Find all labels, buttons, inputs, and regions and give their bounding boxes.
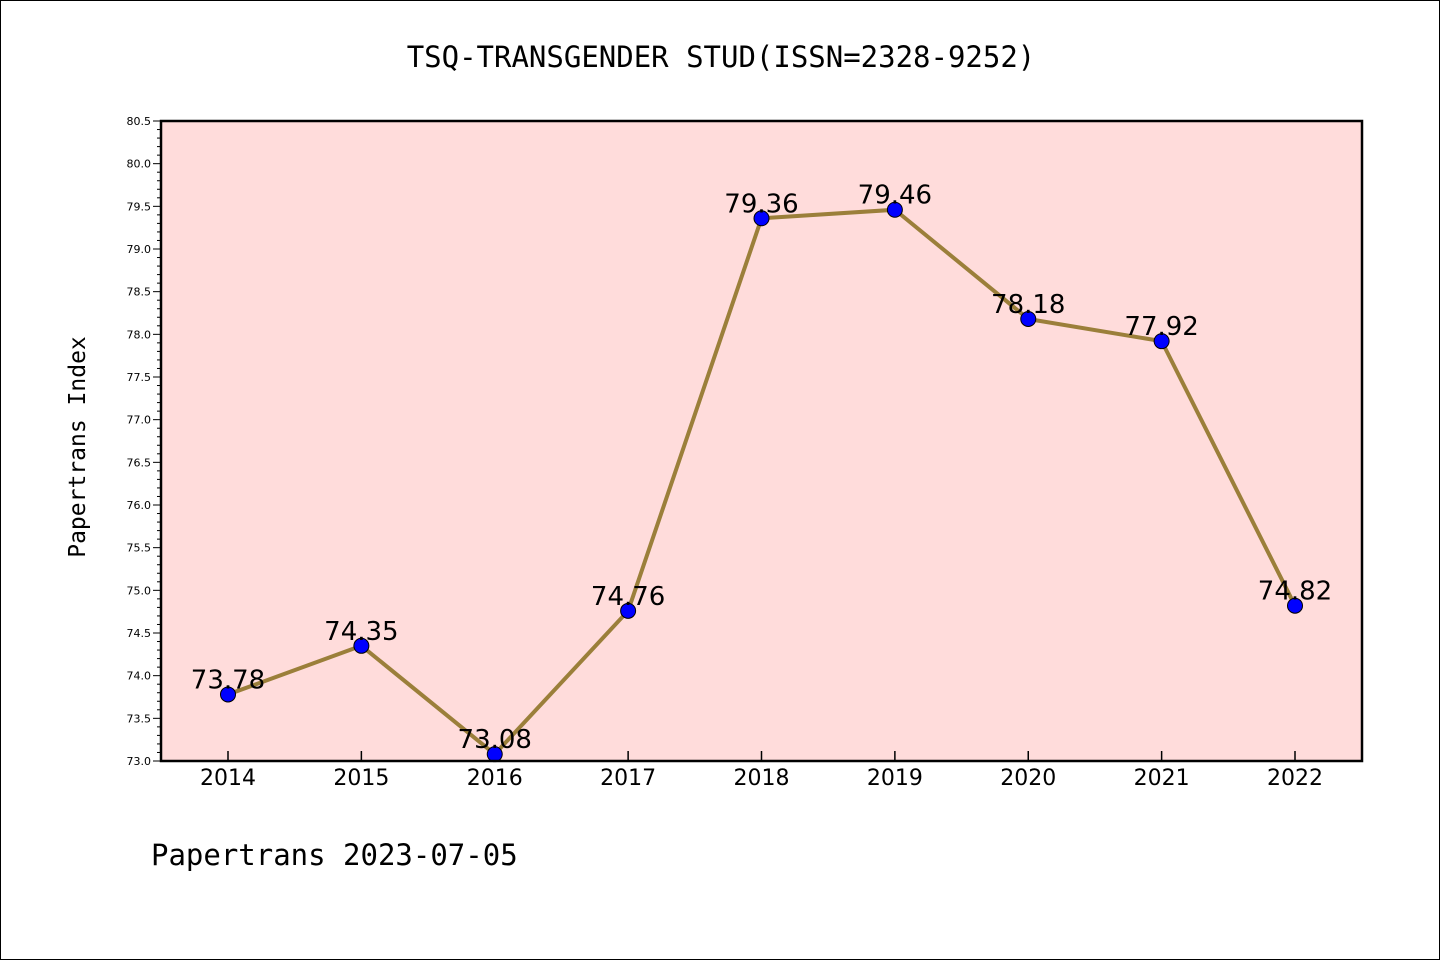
x-tick-label: 2015 [333, 766, 389, 791]
y-tick-label: 79.5 [127, 200, 152, 213]
y-tick-label: 78.0 [127, 328, 152, 341]
footer-date: Papertrans 2023-07-05 [151, 838, 518, 872]
y-tick-label: 80.5 [127, 115, 152, 128]
y-tick-label: 73.0 [127, 755, 152, 768]
data-label: 73.78 [191, 665, 265, 695]
data-point [1287, 597, 1303, 614]
y-axis-label: Papertrans Index [65, 336, 91, 558]
x-tick-label: 2016 [467, 766, 523, 791]
plot-border [159, 119, 1364, 763]
data-point [1020, 310, 1037, 327]
data-label: 73.08 [458, 725, 532, 755]
chart-title: TSQ-TRANSGENDER STUD(ISSN=2328-9252) [407, 40, 1036, 74]
data-label: 79.36 [724, 189, 798, 219]
data-point [1153, 333, 1170, 350]
y-tick-label: 80.0 [127, 158, 152, 171]
x-tick-label: 2014 [200, 766, 256, 791]
data-label: 74.35 [324, 617, 398, 647]
y-tick-label: 77.5 [127, 371, 152, 384]
data-point [886, 201, 903, 218]
data-label: 78.18 [991, 290, 1065, 320]
y-tick-label: 79.0 [127, 243, 152, 256]
y-tick-label: 75.5 [127, 542, 152, 555]
x-tick-label: 2020 [1000, 766, 1056, 791]
data-label: 79.46 [858, 181, 932, 211]
x-tick-label: 2022 [1267, 766, 1323, 791]
x-tick-label: 2017 [600, 766, 656, 791]
y-tick-label: 76.0 [127, 499, 152, 512]
y-axis-ticks: 73.0 73.5 74.0 74.5 75.0 75.5 76.0 76.5 77.0 77.5… [127, 115, 161, 768]
data-label: 74.76 [591, 582, 665, 612]
plot-area [161, 121, 1362, 761]
y-tick-label: 74.5 [127, 627, 152, 640]
y-tick-label: 74.0 [127, 670, 152, 683]
series-markers [220, 201, 1303, 763]
data-point [753, 210, 770, 227]
x-tick-label: 2021 [1134, 766, 1190, 791]
y-tick-label: 76.5 [127, 456, 152, 469]
data-point [220, 686, 236, 703]
x-tick-label: 2018 [734, 766, 790, 791]
y-tick-label: 75.0 [127, 584, 152, 597]
data-labels: 73.78 74.35 73.08 74.76 79.36 79.46 78.18 77.92… [191, 181, 1332, 755]
data-point [620, 602, 637, 619]
data-point [353, 637, 370, 654]
x-tick-label: 2019 [867, 766, 923, 791]
data-label: 74.82 [1258, 577, 1332, 607]
y-tick-label: 78.5 [127, 286, 152, 299]
y-tick-label: 77.0 [127, 414, 152, 427]
y-tick-label: 73.5 [127, 712, 152, 725]
data-label: 77.92 [1124, 312, 1198, 342]
x-axis-ticks: 2014 2015 2016 2017 2018 2019 2020 2021 2022 [200, 751, 1323, 791]
